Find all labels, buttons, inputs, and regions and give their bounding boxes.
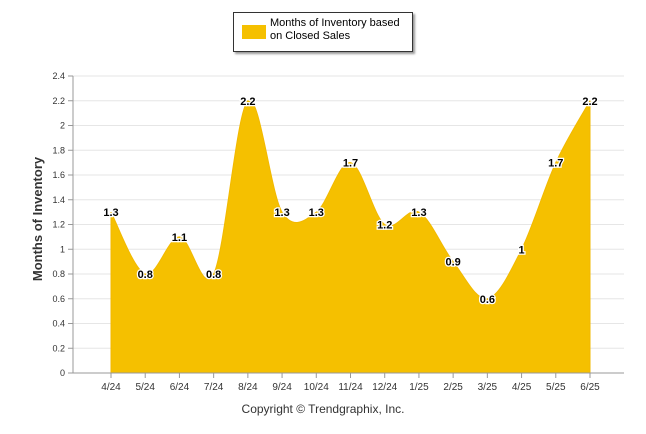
legend-label: Months of Inventory based on Closed Sale… xyxy=(270,17,410,43)
y-tick-label: 2.2 xyxy=(52,96,65,106)
y-tick-label: 2 xyxy=(60,121,65,131)
legend-label-line1: Months of Inventory based xyxy=(270,17,400,29)
x-tick-label: 9/24 xyxy=(272,382,292,393)
x-tick-label: 4/25 xyxy=(512,382,532,393)
x-axis-ticks: 4/24 5/24 6/24 7/24 8/24 9/24 10/24 11/24 12/24 1… xyxy=(73,372,624,393)
x-tick-label: 6/25 xyxy=(580,382,600,393)
data-label: 1.7 xyxy=(343,158,358,170)
y-tick-label: 1.2 xyxy=(52,220,65,230)
y-tick-label: 0.4 xyxy=(52,319,65,329)
data-label: 1.1 xyxy=(172,232,187,244)
y-axis-title: Months of Inventory xyxy=(30,156,45,281)
data-label: 1.3 xyxy=(103,207,118,219)
y-tick-label: 2.4 xyxy=(52,71,65,81)
y-tick-label: 0.6 xyxy=(52,294,65,304)
data-label: 2.2 xyxy=(582,96,597,108)
y-tick-label: 0 xyxy=(60,368,65,378)
data-label: 1.3 xyxy=(309,207,324,219)
y-tick-label: 1.8 xyxy=(52,145,65,155)
data-label: 0.9 xyxy=(445,257,460,269)
x-tick-label: 2/25 xyxy=(443,382,463,393)
y-tick-label: 0.2 xyxy=(52,343,65,353)
y-tick-label: 0.8 xyxy=(52,269,65,279)
data-label: 1 xyxy=(519,244,525,256)
data-label: 2.2 xyxy=(240,96,255,108)
x-tick-label: 5/24 xyxy=(135,382,155,393)
data-label: 0.8 xyxy=(206,269,221,281)
data-label: 1.3 xyxy=(411,207,426,219)
y-axis-ticks: 0 0.2 0.4 0.6 0.8 1 1.2 1.4 1.6 1.8 2 2.2 2.4 xyxy=(52,71,73,378)
x-tick-label: 1/25 xyxy=(409,382,429,393)
copyright-footer: Copyright © Trendgraphix, Inc. xyxy=(241,402,405,416)
y-tick-label: 1.6 xyxy=(52,170,65,180)
y-tick-label: 1.4 xyxy=(52,195,65,205)
x-tick-label: 7/24 xyxy=(204,382,224,393)
x-tick-label: 11/24 xyxy=(338,382,363,393)
x-tick-label: 12/24 xyxy=(372,382,397,393)
data-label: 0.8 xyxy=(138,269,153,281)
data-label: 1.2 xyxy=(377,220,392,232)
x-tick-label: 3/25 xyxy=(478,382,498,393)
x-tick-label: 8/24 xyxy=(238,382,258,393)
data-label: 0.6 xyxy=(480,294,495,306)
y-tick-label: 1 xyxy=(60,244,65,254)
x-tick-label: 6/24 xyxy=(170,382,190,393)
data-labels: 1.3 0.8 1.1 0.8 2.2 1.3 1.3 1.7 1.2 1.3 0.9 0.6 1 1.7… xyxy=(102,95,599,308)
x-tick-label: 4/24 xyxy=(101,382,121,393)
legend-swatch xyxy=(242,25,266,39)
data-label: 1.3 xyxy=(274,207,289,219)
series-area xyxy=(110,99,591,374)
x-tick-label: 5/25 xyxy=(546,382,566,393)
legend: Months of Inventory based on Closed Sale… xyxy=(233,12,413,52)
legend-label-line2: on Closed Sales xyxy=(270,30,351,42)
data-label: 1.7 xyxy=(548,158,563,170)
x-tick-label: 10/24 xyxy=(304,382,329,393)
